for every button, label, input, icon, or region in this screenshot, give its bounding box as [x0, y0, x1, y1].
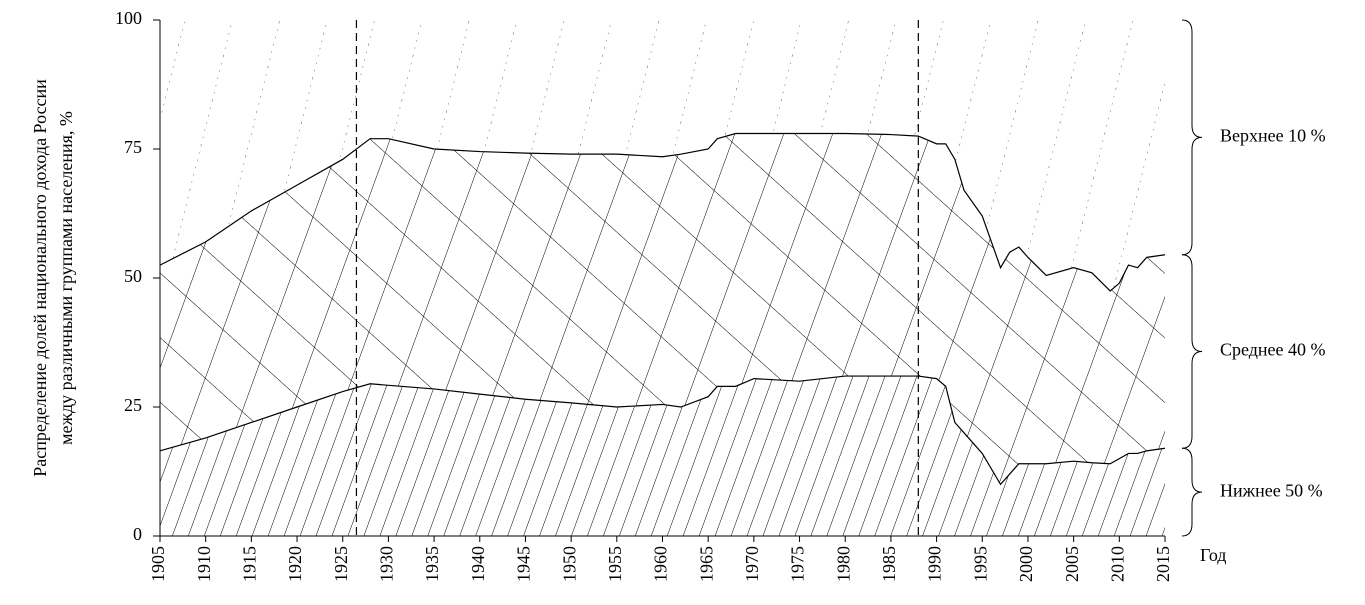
x-tick-label: 1905: [148, 546, 168, 582]
y-axis-label: между различными группами населения, %: [56, 111, 76, 445]
x-tick-label: 1925: [331, 546, 351, 582]
x-tick-label: 1920: [285, 546, 305, 582]
x-tick-label: 1950: [559, 546, 579, 582]
y-tick-label: 50: [124, 266, 142, 286]
x-tick-label: 1990: [925, 546, 945, 582]
area: [160, 133, 1165, 485]
x-tick-label: 2000: [1016, 546, 1036, 582]
x-tick-label: 1955: [605, 546, 625, 582]
x-tick-label: 1945: [514, 546, 534, 582]
brace: [1181, 19, 1203, 256]
y-tick-label: 100: [115, 8, 142, 28]
brace: [1181, 447, 1203, 537]
x-tick-label: 1975: [788, 546, 808, 582]
x-axis-label: Год: [1200, 545, 1226, 565]
x-tick-label: 1940: [468, 546, 488, 582]
x-tick-label: 1910: [194, 546, 214, 582]
x-tick-label: 1970: [742, 546, 762, 582]
x-tick-label: 2005: [1062, 546, 1082, 582]
x-tick-label: 1985: [879, 546, 899, 582]
y-tick-label: 75: [124, 137, 142, 157]
series-label: Верхнее 10 %: [1220, 126, 1326, 146]
x-tick-label: 1960: [651, 546, 671, 582]
x-tick-label: 1995: [970, 546, 990, 582]
x-tick-label: 1915: [239, 546, 259, 582]
x-tick-label: 1930: [377, 546, 397, 582]
y-tick-label: 0: [133, 524, 142, 544]
x-tick-label: 1965: [696, 546, 716, 582]
series-label: Нижнее 50 %: [1220, 480, 1323, 500]
area: [160, 376, 1165, 536]
series-label: Среднее 40 %: [1220, 340, 1326, 360]
x-tick-label: 2010: [1107, 546, 1127, 582]
y-axis-label: Распределение долей национального дохода…: [30, 79, 50, 477]
x-tick-label: 1980: [833, 546, 853, 582]
area: [160, 20, 1165, 291]
x-tick-label: 2015: [1153, 546, 1173, 582]
x-tick-label: 1935: [422, 546, 442, 582]
brace: [1181, 254, 1203, 449]
y-tick-label: 25: [124, 395, 142, 415]
